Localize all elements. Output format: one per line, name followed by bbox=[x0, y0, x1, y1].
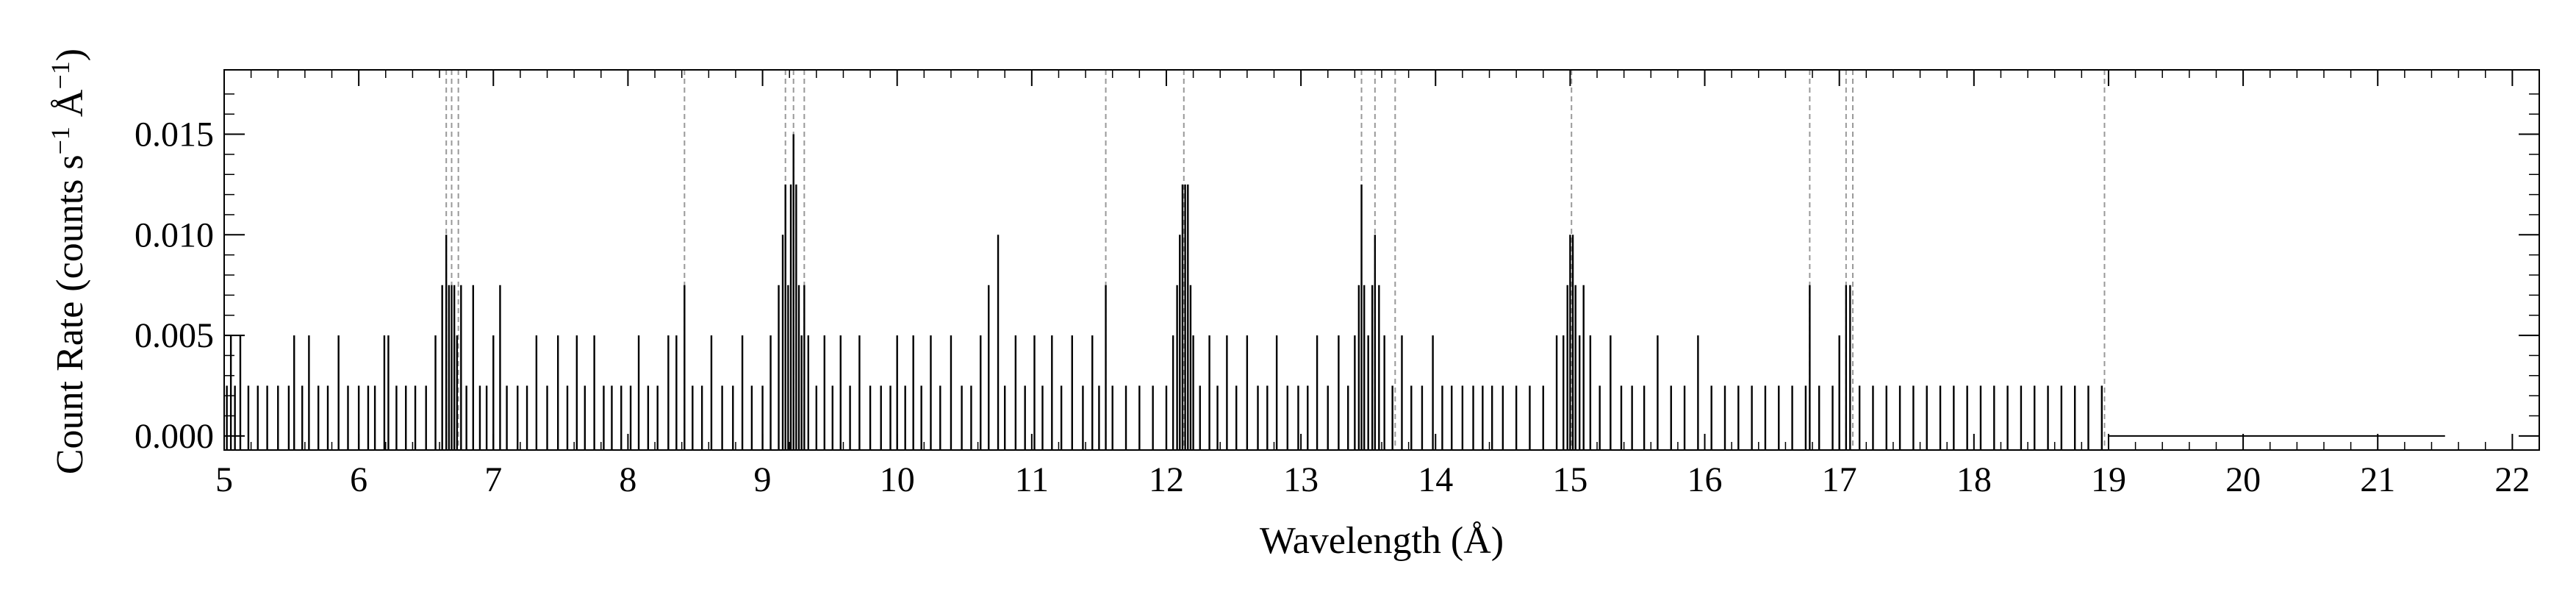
spectrum-series bbox=[226, 134, 2445, 450]
x-tick-label: 14 bbox=[1418, 460, 1453, 499]
y-tick-label: 0.010 bbox=[134, 215, 214, 254]
y-axis-label-end: ) bbox=[49, 49, 91, 61]
x-tick-label: 9 bbox=[754, 460, 772, 499]
x-tick-label: 8 bbox=[619, 460, 636, 499]
x-tick-label: 18 bbox=[1956, 460, 1992, 499]
y-axis-label: Count Rate (counts s−1 Å−1) bbox=[46, 49, 91, 474]
y-axis-label-main: Count Rate (counts s bbox=[49, 154, 91, 474]
y-tick-label: 0.015 bbox=[134, 115, 214, 154]
x-tick-label: 20 bbox=[2225, 460, 2261, 499]
x-tick-label: 22 bbox=[2494, 460, 2530, 499]
x-tick-label: 17 bbox=[1822, 460, 1857, 499]
x-tick-label: 19 bbox=[2091, 460, 2126, 499]
x-tick-label: 7 bbox=[484, 460, 502, 499]
y-axis-ticks: 0.000 0.005 0.010 0.015 bbox=[134, 93, 2539, 456]
line-marker-group bbox=[445, 70, 2106, 450]
x-tick-label: 10 bbox=[880, 460, 915, 499]
x-tick-label: 12 bbox=[1149, 460, 1184, 499]
x-tick-label: 13 bbox=[1283, 460, 1319, 499]
x-tick-label: 16 bbox=[1687, 460, 1723, 499]
y-tick-label: 0.000 bbox=[134, 417, 214, 456]
y-axis-label-mid: Å bbox=[49, 89, 91, 126]
x-tick-label: 15 bbox=[1552, 460, 1587, 499]
x-tick-label: 6 bbox=[350, 460, 367, 499]
y-tick-label: 0.005 bbox=[134, 316, 214, 355]
y-axis-label-sup2: −1 bbox=[46, 61, 75, 89]
x-axis-ticks: 5 6 7 8 9 10 11 12 13 14 15 16 17 18 19 20 21 22 bbox=[215, 70, 2540, 499]
x-axis-label: Wavelength (Å) bbox=[1260, 520, 1504, 562]
y-axis-label-sup1: −1 bbox=[46, 126, 75, 154]
plot-frame bbox=[223, 69, 2540, 451]
x-tick-label: 21 bbox=[2360, 460, 2395, 499]
x-tick-label: 5 bbox=[215, 460, 233, 499]
x-tick-label: 11 bbox=[1015, 460, 1049, 499]
